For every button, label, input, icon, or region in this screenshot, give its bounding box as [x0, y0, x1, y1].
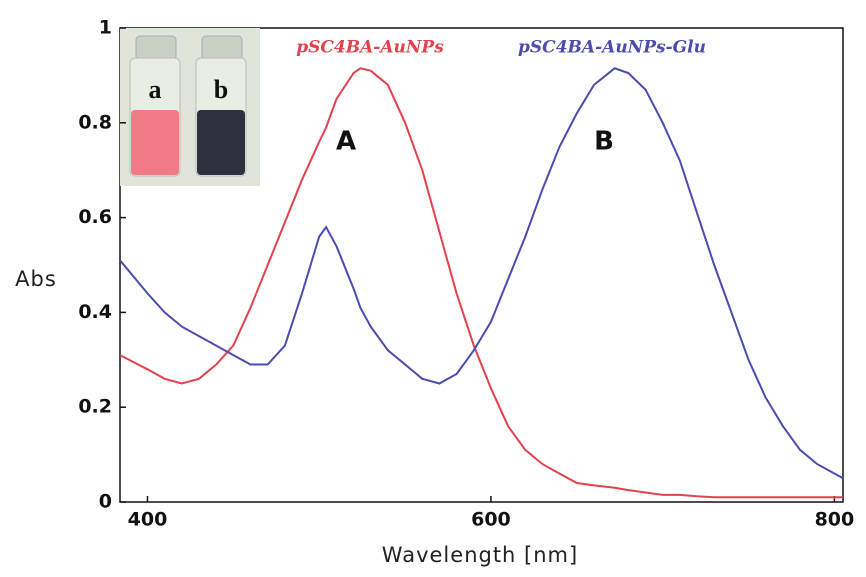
y-tick-label: 0 — [99, 491, 112, 513]
x-tick-label: 400 — [128, 509, 168, 531]
line-series — [119, 67, 843, 499]
inset-label: b — [214, 75, 228, 104]
annotation: B — [594, 127, 614, 157]
inset-label: a — [149, 75, 162, 104]
legend-label: pSC4BA-AuNPs — [296, 38, 444, 58]
plot-frame — [119, 27, 844, 503]
y-tick-label: 1 — [99, 17, 112, 39]
x-axis-label: Wavelength [nm] — [382, 543, 578, 567]
line-series — [119, 67, 844, 480]
y-tick-label: 0.4 — [78, 301, 112, 323]
y-tick-label: 0.2 — [78, 396, 112, 418]
y-axis-label: Abs — [15, 267, 57, 291]
x-tick-label: 800 — [815, 509, 855, 531]
annotation: A — [336, 127, 356, 157]
inset-photo: a b — [120, 28, 260, 186]
y-tick-label: 0.6 — [78, 206, 112, 228]
x-tick-label: 600 — [471, 509, 511, 531]
legend-label: pSC4BA-AuNPs-Glu — [518, 38, 706, 58]
y-tick-label: 0.8 — [78, 111, 112, 133]
